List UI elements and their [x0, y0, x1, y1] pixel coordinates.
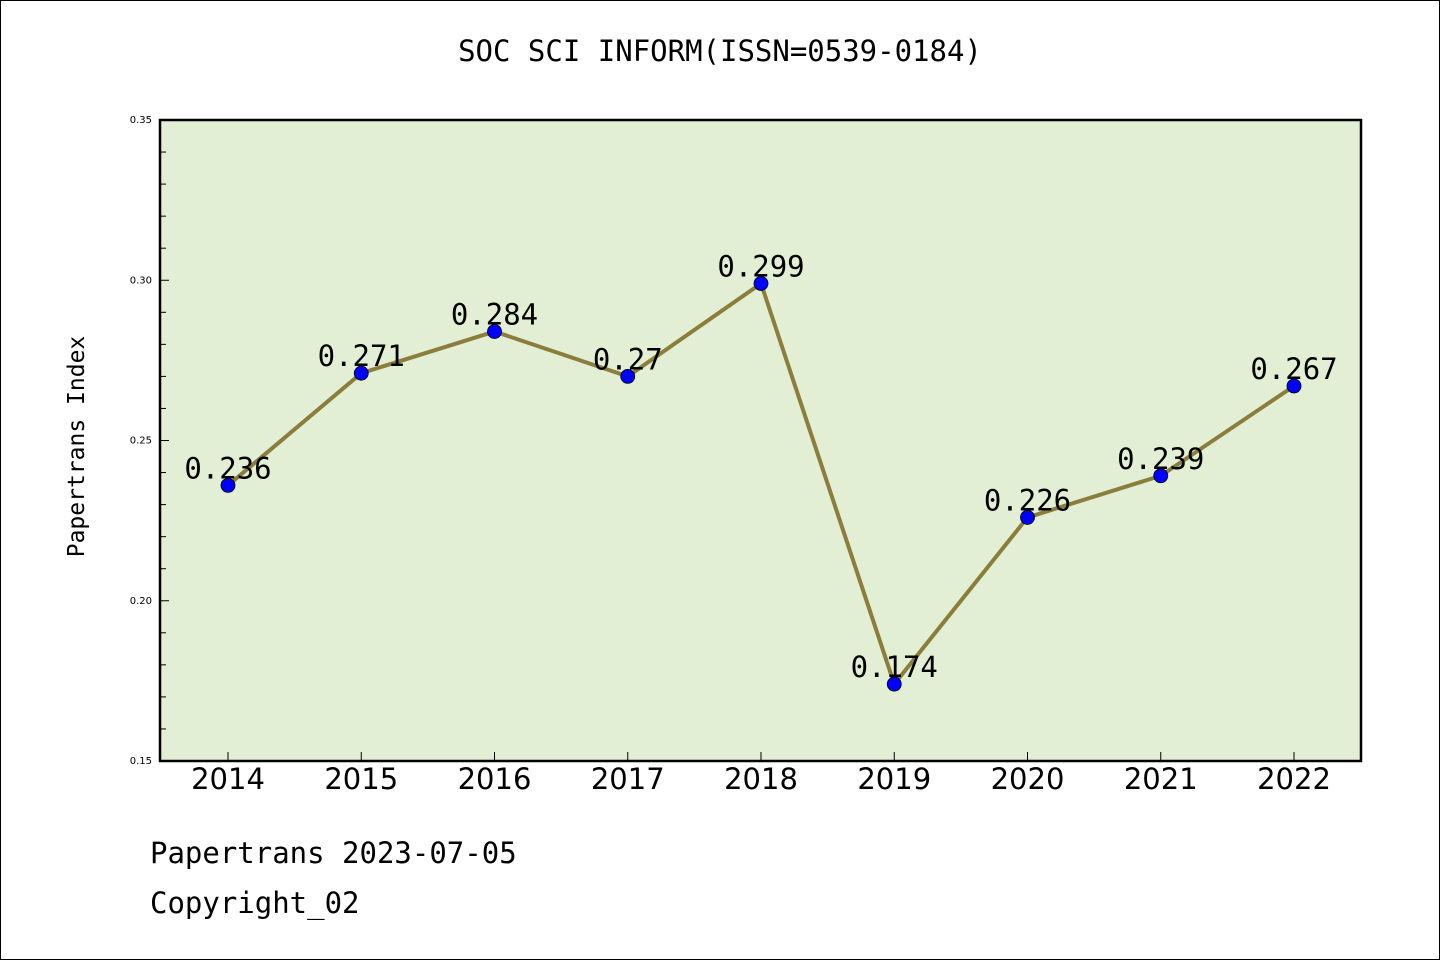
plot-area [158, 118, 1363, 763]
data-label: 0.174 [851, 650, 938, 684]
x-tick-label: 2014 [191, 762, 265, 796]
y-tick-label: 0.30 [130, 275, 152, 286]
footer-source: Papertrans 2023-07-05 [150, 836, 517, 870]
y-tick-label: 0.25 [130, 436, 152, 447]
data-label: 0.299 [717, 249, 804, 283]
data-point [353, 365, 369, 381]
x-tick-label: 2020 [991, 762, 1065, 796]
data-point [487, 324, 502, 339]
y-tick-label: 0.35 [130, 115, 152, 126]
data-label: 0.239 [1117, 442, 1204, 476]
data-label: 0.236 [184, 451, 271, 485]
x-tick-label: 2019 [857, 762, 931, 796]
data-label: 0.226 [984, 483, 1071, 517]
x-axis: 2014 2015 2016 2017 2018 2019 2020 2021 2022 [191, 752, 1331, 796]
x-tick-label: 2021 [1124, 762, 1198, 796]
chart-title: SOC SCI INFORM(ISSN=0539-0184) [458, 34, 982, 68]
data-point [753, 276, 769, 291]
footer-copyright: Copyright_02 [150, 886, 360, 920]
data-point [620, 368, 636, 384]
x-tick-label: 2016 [458, 762, 532, 796]
y-tick-label: 0.20 [130, 596, 152, 607]
y-axis: 0.15 0.20 0.25 0.30 0.35 [130, 115, 169, 767]
data-label: 0.27 [593, 342, 663, 376]
data-point [1286, 378, 1302, 394]
x-tick-label: 2022 [1257, 762, 1331, 796]
x-tick-label: 2018 [724, 762, 798, 796]
x-tick-label: 2017 [591, 762, 665, 796]
data-point [220, 477, 236, 493]
series-papertrans-index: 0.236 0.271 0.284 0.27 0.299 0.174 0.226 0.239 0… [184, 249, 1338, 692]
data-point [886, 676, 902, 692]
y-tick-label: 0.15 [130, 756, 152, 767]
data-label: 0.267 [1250, 352, 1337, 386]
data-label: 0.284 [451, 298, 538, 332]
data-label: 0.271 [318, 339, 405, 373]
data-point [1020, 510, 1035, 525]
x-tick-label: 2015 [324, 762, 398, 796]
data-point [1153, 468, 1169, 484]
y-axis-title: Papertrans Index [64, 336, 90, 558]
